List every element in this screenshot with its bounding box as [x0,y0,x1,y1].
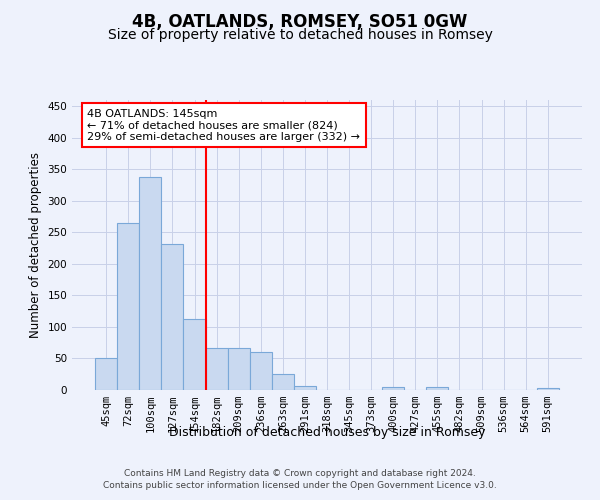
Bar [139,177,161,390]
Bar [272,374,294,390]
Bar [537,388,559,390]
Text: Contains HM Land Registry data © Crown copyright and database right 2024.
Contai: Contains HM Land Registry data © Crown c… [103,468,497,490]
Bar [206,348,227,390]
Text: Size of property relative to detached houses in Romsey: Size of property relative to detached ho… [107,28,493,42]
Y-axis label: Number of detached properties: Number of detached properties [29,152,42,338]
Text: 4B, OATLANDS, ROMSEY, SO51 0GW: 4B, OATLANDS, ROMSEY, SO51 0GW [133,12,467,30]
Bar [427,388,448,390]
Text: 4B OATLANDS: 145sqm
← 71% of detached houses are smaller (824)
29% of semi-detac: 4B OATLANDS: 145sqm ← 71% of detached ho… [88,108,360,142]
Bar [294,386,316,390]
Bar [227,348,250,390]
Bar [161,244,184,390]
Bar [95,358,117,390]
Bar [117,223,139,390]
Text: Distribution of detached houses by size in Romsey: Distribution of detached houses by size … [169,426,485,439]
Bar [184,319,206,390]
Bar [382,387,404,390]
Bar [250,352,272,390]
